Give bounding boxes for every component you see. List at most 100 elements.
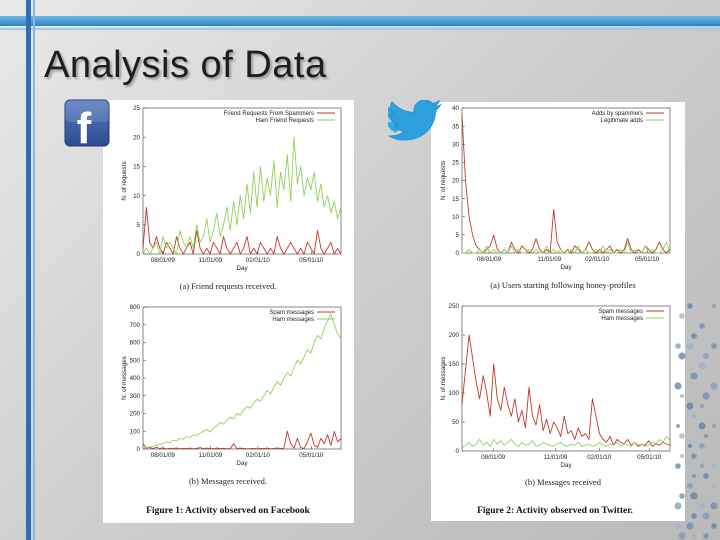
decorative-dot xyxy=(712,484,716,488)
chart-fb_b: 0 100 200 300 400 500 600 700 800 08/01/09 11/01/0… xyxy=(121,304,342,486)
facebook-figure-panel: 0 5 10 15 20 25 08/01/09 11/01/09 02/01/10 05/01/… xyxy=(103,100,354,523)
decorative-dot xyxy=(691,513,697,519)
y-tick-label: 20 xyxy=(133,134,140,141)
decorative-dot xyxy=(686,342,694,350)
top-accent-bar xyxy=(0,16,720,26)
decorative-dot xyxy=(711,343,717,349)
series-line-spam xyxy=(461,115,671,254)
twitter-figure-caption: Figure 2: Activity observed on Twitter. xyxy=(477,506,633,516)
y-tick-label: 10 xyxy=(133,193,140,200)
decorative-dot xyxy=(680,394,684,398)
decorative-dot xyxy=(710,382,718,390)
decorative-dot xyxy=(686,402,694,410)
twitter-figure: 0 5 10 15 20 25 30 35 40 08/01/09 11/01/09 02/01/10… xyxy=(440,105,671,516)
y-tick-label: 40 xyxy=(452,105,459,112)
decorative-dot xyxy=(690,492,698,500)
x-tick-label: 05/01/10 xyxy=(299,257,324,264)
decorative-dot xyxy=(692,474,696,478)
decorative-dot xyxy=(679,433,685,439)
x-tick-label: 11/01/09 xyxy=(538,256,562,263)
y-axis-label: N. of requests xyxy=(440,161,447,200)
x-tick-label: 08/01/09 xyxy=(481,454,506,461)
y-axis-label: N. of messages xyxy=(440,357,447,401)
x-tick-label: 02/01/10 xyxy=(246,452,271,459)
legend-label: Ham messages xyxy=(601,316,643,322)
y-tick-label: 10 xyxy=(452,214,459,221)
decorative-dot xyxy=(692,414,696,418)
y-tick-label: 50 xyxy=(452,419,459,426)
x-tick-label: 08/01/09 xyxy=(151,452,176,459)
y-tick-label: 0 xyxy=(137,251,141,258)
x-tick-label: 11/01/09 xyxy=(544,454,568,461)
chart-caption: (a) Users starting following honey-profi… xyxy=(490,280,635,290)
twitter-bird-body xyxy=(388,100,442,141)
decorative-dot xyxy=(688,444,692,448)
series-line-legit xyxy=(461,436,671,449)
y-tick-label: 200 xyxy=(449,332,460,339)
plot-frame xyxy=(461,305,671,452)
x-tick-label: 02/01/10 xyxy=(246,257,271,264)
series-line-spam xyxy=(461,334,671,447)
x-tick-label: 05/01/10 xyxy=(299,452,324,459)
y-tick-label: 0 xyxy=(456,448,460,455)
y-tick-label: 35 xyxy=(452,123,459,130)
decorative-dot xyxy=(679,313,685,319)
y-tick-label: 400 xyxy=(130,375,141,382)
facebook-figure-caption: Figure 1: Activity observed on Facebook xyxy=(146,506,310,516)
left-accent-bar xyxy=(26,0,31,540)
y-tick-label: 200 xyxy=(130,411,141,418)
decorative-dot xyxy=(674,382,682,390)
y-tick-label: 30 xyxy=(452,141,459,148)
decorative-dot xyxy=(699,443,705,449)
series-line-legit xyxy=(142,313,342,449)
decorative-dot xyxy=(704,434,708,438)
decorative-dot xyxy=(712,304,716,308)
plot-frame xyxy=(142,107,342,255)
y-tick-label: 300 xyxy=(130,393,141,400)
facebook-figure: 0 5 10 15 20 25 08/01/09 11/01/09 02/01/10 05/01/… xyxy=(121,105,342,516)
decorative-dot xyxy=(680,454,684,458)
legend-label: Legitimate adds xyxy=(601,118,643,124)
decorative-dot xyxy=(675,463,681,469)
x-tick-label: 05/01/10 xyxy=(637,454,662,461)
series-line-legit xyxy=(462,241,671,254)
decorative-dot xyxy=(679,493,685,499)
y-tick-label: 700 xyxy=(130,322,141,329)
decorative-dot xyxy=(702,512,710,520)
twitter-bird-icon xyxy=(388,100,442,141)
decorative-dot xyxy=(675,523,681,529)
legend-label: Ham messages xyxy=(272,317,314,323)
y-tick-label: 20 xyxy=(452,178,459,185)
plot-frame xyxy=(461,107,671,254)
y-tick-label: 600 xyxy=(130,340,141,347)
chart-caption: (b) Messages received xyxy=(525,477,602,487)
decorative-dot xyxy=(692,534,696,538)
decorative-dot xyxy=(698,422,706,430)
chart-fb_a: 0 5 10 15 20 25 08/01/09 11/01/09 02/01/10 05/01/… xyxy=(121,105,342,291)
y-tick-label: 5 xyxy=(456,232,460,239)
x-tick-label: 08/01/09 xyxy=(151,257,176,264)
plot-frame xyxy=(142,306,342,450)
decorative-dot xyxy=(702,392,710,400)
chart-tw_a: 0 5 10 15 20 25 30 35 40 08/01/09 11/01/09 02/01/10… xyxy=(440,105,671,290)
top-accent-line xyxy=(0,28,720,30)
decorative-dot-pattern xyxy=(674,303,718,540)
decorative-dot xyxy=(699,503,705,509)
y-axis-label: N. of requests xyxy=(121,161,128,200)
decorative-dot xyxy=(703,473,709,479)
decorative-dot xyxy=(703,353,709,359)
legend-label: Spam messages xyxy=(598,309,643,315)
legend-label: Ham Friend Requests xyxy=(256,118,314,124)
decorative-dot xyxy=(703,533,709,539)
decorative-dot xyxy=(686,522,694,530)
y-tick-label: 250 xyxy=(449,303,460,310)
slide-title: Analysis of Data xyxy=(44,44,327,86)
y-tick-label: 15 xyxy=(133,164,140,171)
facebook-logo-icon: f xyxy=(64,99,110,147)
y-tick-label: 150 xyxy=(449,361,460,368)
y-axis-label: N. of messages xyxy=(121,356,128,400)
decorative-dot xyxy=(691,453,697,459)
y-tick-label: 25 xyxy=(133,105,140,112)
x-tick-label: 02/01/10 xyxy=(587,454,612,461)
series-line-spam xyxy=(142,206,342,255)
